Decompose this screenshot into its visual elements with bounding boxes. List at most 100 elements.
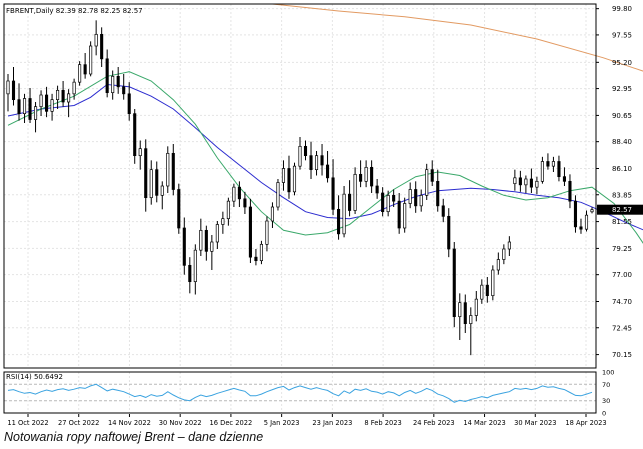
candle xyxy=(348,180,352,217)
candle-body xyxy=(171,152,175,190)
candle-body xyxy=(193,249,197,283)
candle xyxy=(259,240,263,265)
candle xyxy=(303,140,308,161)
candle xyxy=(518,170,522,192)
brent-chart: 99.80 97.55 95.20 92.95 90.65 88.40 86.10 83.85… xyxy=(3,3,643,427)
candle xyxy=(116,67,120,94)
price-tick-label: 99.80 xyxy=(612,5,632,13)
candle xyxy=(364,160,368,188)
price-tick-label: 95.20 xyxy=(612,59,632,67)
rsi-header: RSI(14) 50.6492 xyxy=(6,373,63,381)
candle xyxy=(568,174,572,209)
candle-body xyxy=(67,93,71,103)
candle xyxy=(78,61,82,86)
candle xyxy=(122,74,126,100)
candle xyxy=(6,74,10,112)
candle-body xyxy=(6,80,10,95)
candle xyxy=(447,208,451,258)
candle-body xyxy=(22,98,27,115)
candle xyxy=(491,265,495,301)
candle xyxy=(375,179,379,199)
candle xyxy=(458,293,462,340)
price-axis-labels: 99.80 97.55 95.20 92.95 90.65 88.40 86.10 83.85… xyxy=(612,5,632,359)
candle-body xyxy=(100,33,104,60)
rsi-tick-label: 0 xyxy=(602,410,606,418)
candle-body xyxy=(144,148,148,199)
candle-body xyxy=(160,185,164,196)
candle-body xyxy=(215,224,219,243)
candle-body xyxy=(122,86,126,95)
candle xyxy=(331,159,335,216)
date-tick-label: 14 Nov 2022 xyxy=(108,419,151,427)
candle-body xyxy=(177,189,181,229)
date-tick-label: 18 Apr 2023 xyxy=(565,419,606,427)
date-tick-label: 11 Oct 2022 xyxy=(7,419,48,427)
candle xyxy=(133,109,137,164)
candle xyxy=(276,179,280,211)
candle-body xyxy=(204,229,208,252)
candle-body xyxy=(529,178,533,188)
date-tick-label: 24 Feb 2023 xyxy=(413,419,455,427)
candle-body xyxy=(480,284,484,300)
candle-body xyxy=(447,215,451,250)
candle-body xyxy=(562,176,567,182)
candle-body xyxy=(524,178,528,186)
candle xyxy=(33,102,38,133)
date-tick-label: 8 Feb 2023 xyxy=(364,419,401,427)
candle xyxy=(353,167,357,214)
candle-body xyxy=(259,243,263,262)
candle xyxy=(232,183,236,207)
candle-body xyxy=(584,214,589,230)
candle xyxy=(430,160,434,186)
price-tick-label: 86.10 xyxy=(612,165,632,173)
candle xyxy=(144,139,148,212)
candle xyxy=(397,193,401,234)
candle xyxy=(579,218,583,234)
candle-body xyxy=(364,166,368,182)
candle xyxy=(138,140,142,170)
candle-body xyxy=(303,145,308,157)
candle xyxy=(546,153,550,170)
candle xyxy=(39,90,43,116)
candle-body xyxy=(226,200,230,220)
candle-body xyxy=(83,64,87,75)
candle-body xyxy=(386,194,390,213)
candle xyxy=(248,198,252,263)
candle-body xyxy=(210,241,214,252)
price-tick-label: 70.15 xyxy=(612,351,632,359)
candle xyxy=(441,198,445,223)
candle xyxy=(226,197,230,226)
candle xyxy=(337,195,341,240)
candle xyxy=(573,195,578,233)
candle xyxy=(100,27,104,67)
candle-body xyxy=(33,106,38,120)
price-tick-label: 81.55 xyxy=(612,218,632,226)
candle xyxy=(105,49,109,98)
candle xyxy=(436,169,440,212)
rsi-tick-label: 70 xyxy=(602,381,610,389)
candle-body xyxy=(579,226,583,230)
candle xyxy=(17,83,21,121)
rsi-grid xyxy=(4,383,596,402)
candle xyxy=(359,160,363,188)
candle xyxy=(403,197,407,233)
ma-orange-line xyxy=(272,3,643,72)
last-price-tag-bg xyxy=(597,204,643,215)
candle xyxy=(254,249,258,266)
candle xyxy=(513,169,517,191)
candle-body xyxy=(463,302,467,325)
candle-body xyxy=(276,182,280,208)
date-tick-label: 16 Dec 2022 xyxy=(210,419,253,427)
candle-body xyxy=(292,165,297,193)
candle-body xyxy=(72,81,76,95)
candle xyxy=(193,244,197,295)
candle xyxy=(287,155,291,199)
date-tick-label: 30 Nov 2022 xyxy=(159,419,202,427)
candle-body xyxy=(568,180,572,202)
candle xyxy=(83,53,87,79)
candle xyxy=(22,93,27,123)
price-tick-label: 74.70 xyxy=(612,298,632,306)
rsi-tick-label: 30 xyxy=(602,397,610,405)
candle-body xyxy=(474,298,478,316)
candle-body xyxy=(441,205,445,217)
